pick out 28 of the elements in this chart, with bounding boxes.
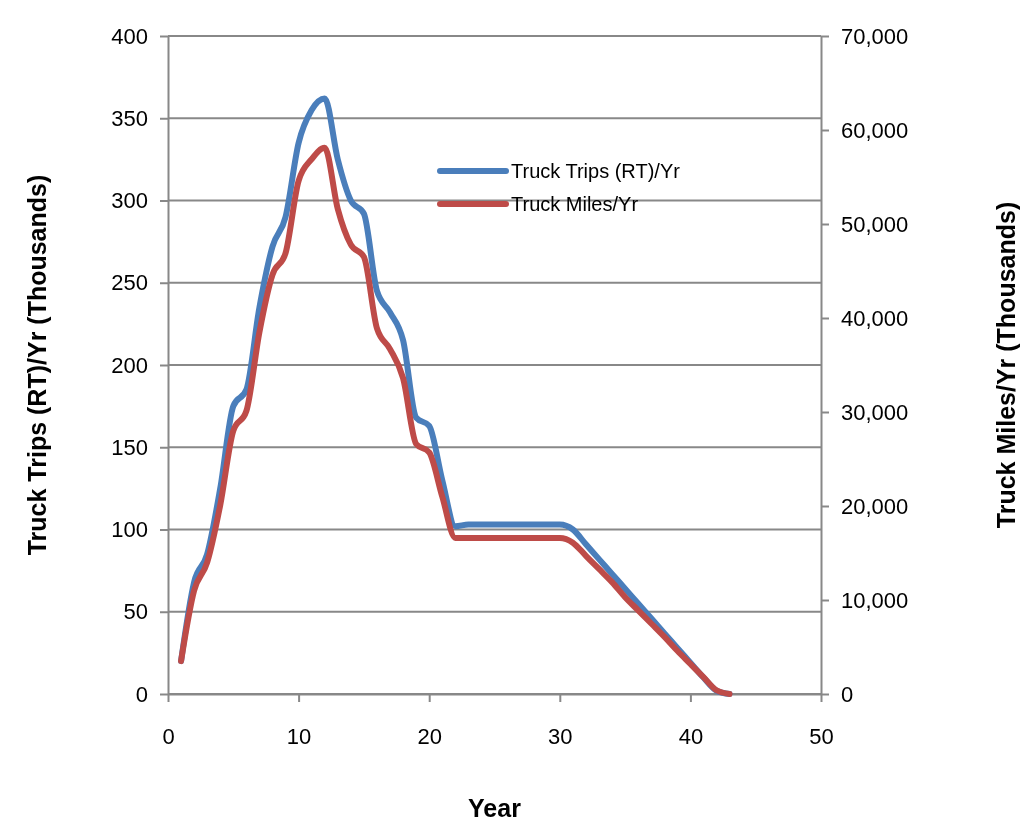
y2-tick-label: 30,000 bbox=[841, 399, 909, 425]
y-tick-label: 250 bbox=[111, 270, 148, 296]
y2-tick-label: 10,000 bbox=[841, 587, 909, 613]
y-tick-label: 200 bbox=[111, 352, 148, 378]
x-tick-label: 30 bbox=[548, 723, 573, 749]
y-tick-label: 100 bbox=[111, 517, 148, 543]
y2-tick-label: 20,000 bbox=[841, 493, 909, 519]
y2-tick-label: 70,000 bbox=[841, 23, 909, 49]
y-tick-label: 0 bbox=[135, 681, 148, 707]
legend-label: Truck Miles/Yr bbox=[511, 193, 639, 215]
y2-tick-label: 60,000 bbox=[841, 117, 909, 143]
y-tick-label: 350 bbox=[111, 105, 148, 131]
x-tick-label: 40 bbox=[678, 723, 704, 749]
x-tick-label: 50 bbox=[809, 723, 834, 749]
y2-tick-label: 0 bbox=[841, 681, 854, 707]
y-tick-label: 50 bbox=[123, 599, 148, 625]
legend-label: Truck Trips (RT)/Yr bbox=[511, 160, 681, 182]
x-tick-label: 0 bbox=[162, 723, 175, 749]
x-tick-label: 10 bbox=[286, 723, 312, 749]
x-tick-label: 20 bbox=[417, 723, 442, 749]
y-tick-label: 150 bbox=[111, 434, 148, 460]
y2-tick-label: 50,000 bbox=[841, 211, 909, 237]
y-tick-label: 300 bbox=[111, 188, 148, 214]
y-axis-title: Truck Trips (RT)/Yr (Thousands) bbox=[23, 174, 51, 556]
x-axis-title: Year bbox=[468, 794, 522, 819]
y2-tick-label: 40,000 bbox=[841, 305, 909, 331]
y2-axis-title: Truck Miles/Yr (Thousands) bbox=[992, 201, 1020, 529]
y-tick-label: 400 bbox=[111, 23, 148, 49]
